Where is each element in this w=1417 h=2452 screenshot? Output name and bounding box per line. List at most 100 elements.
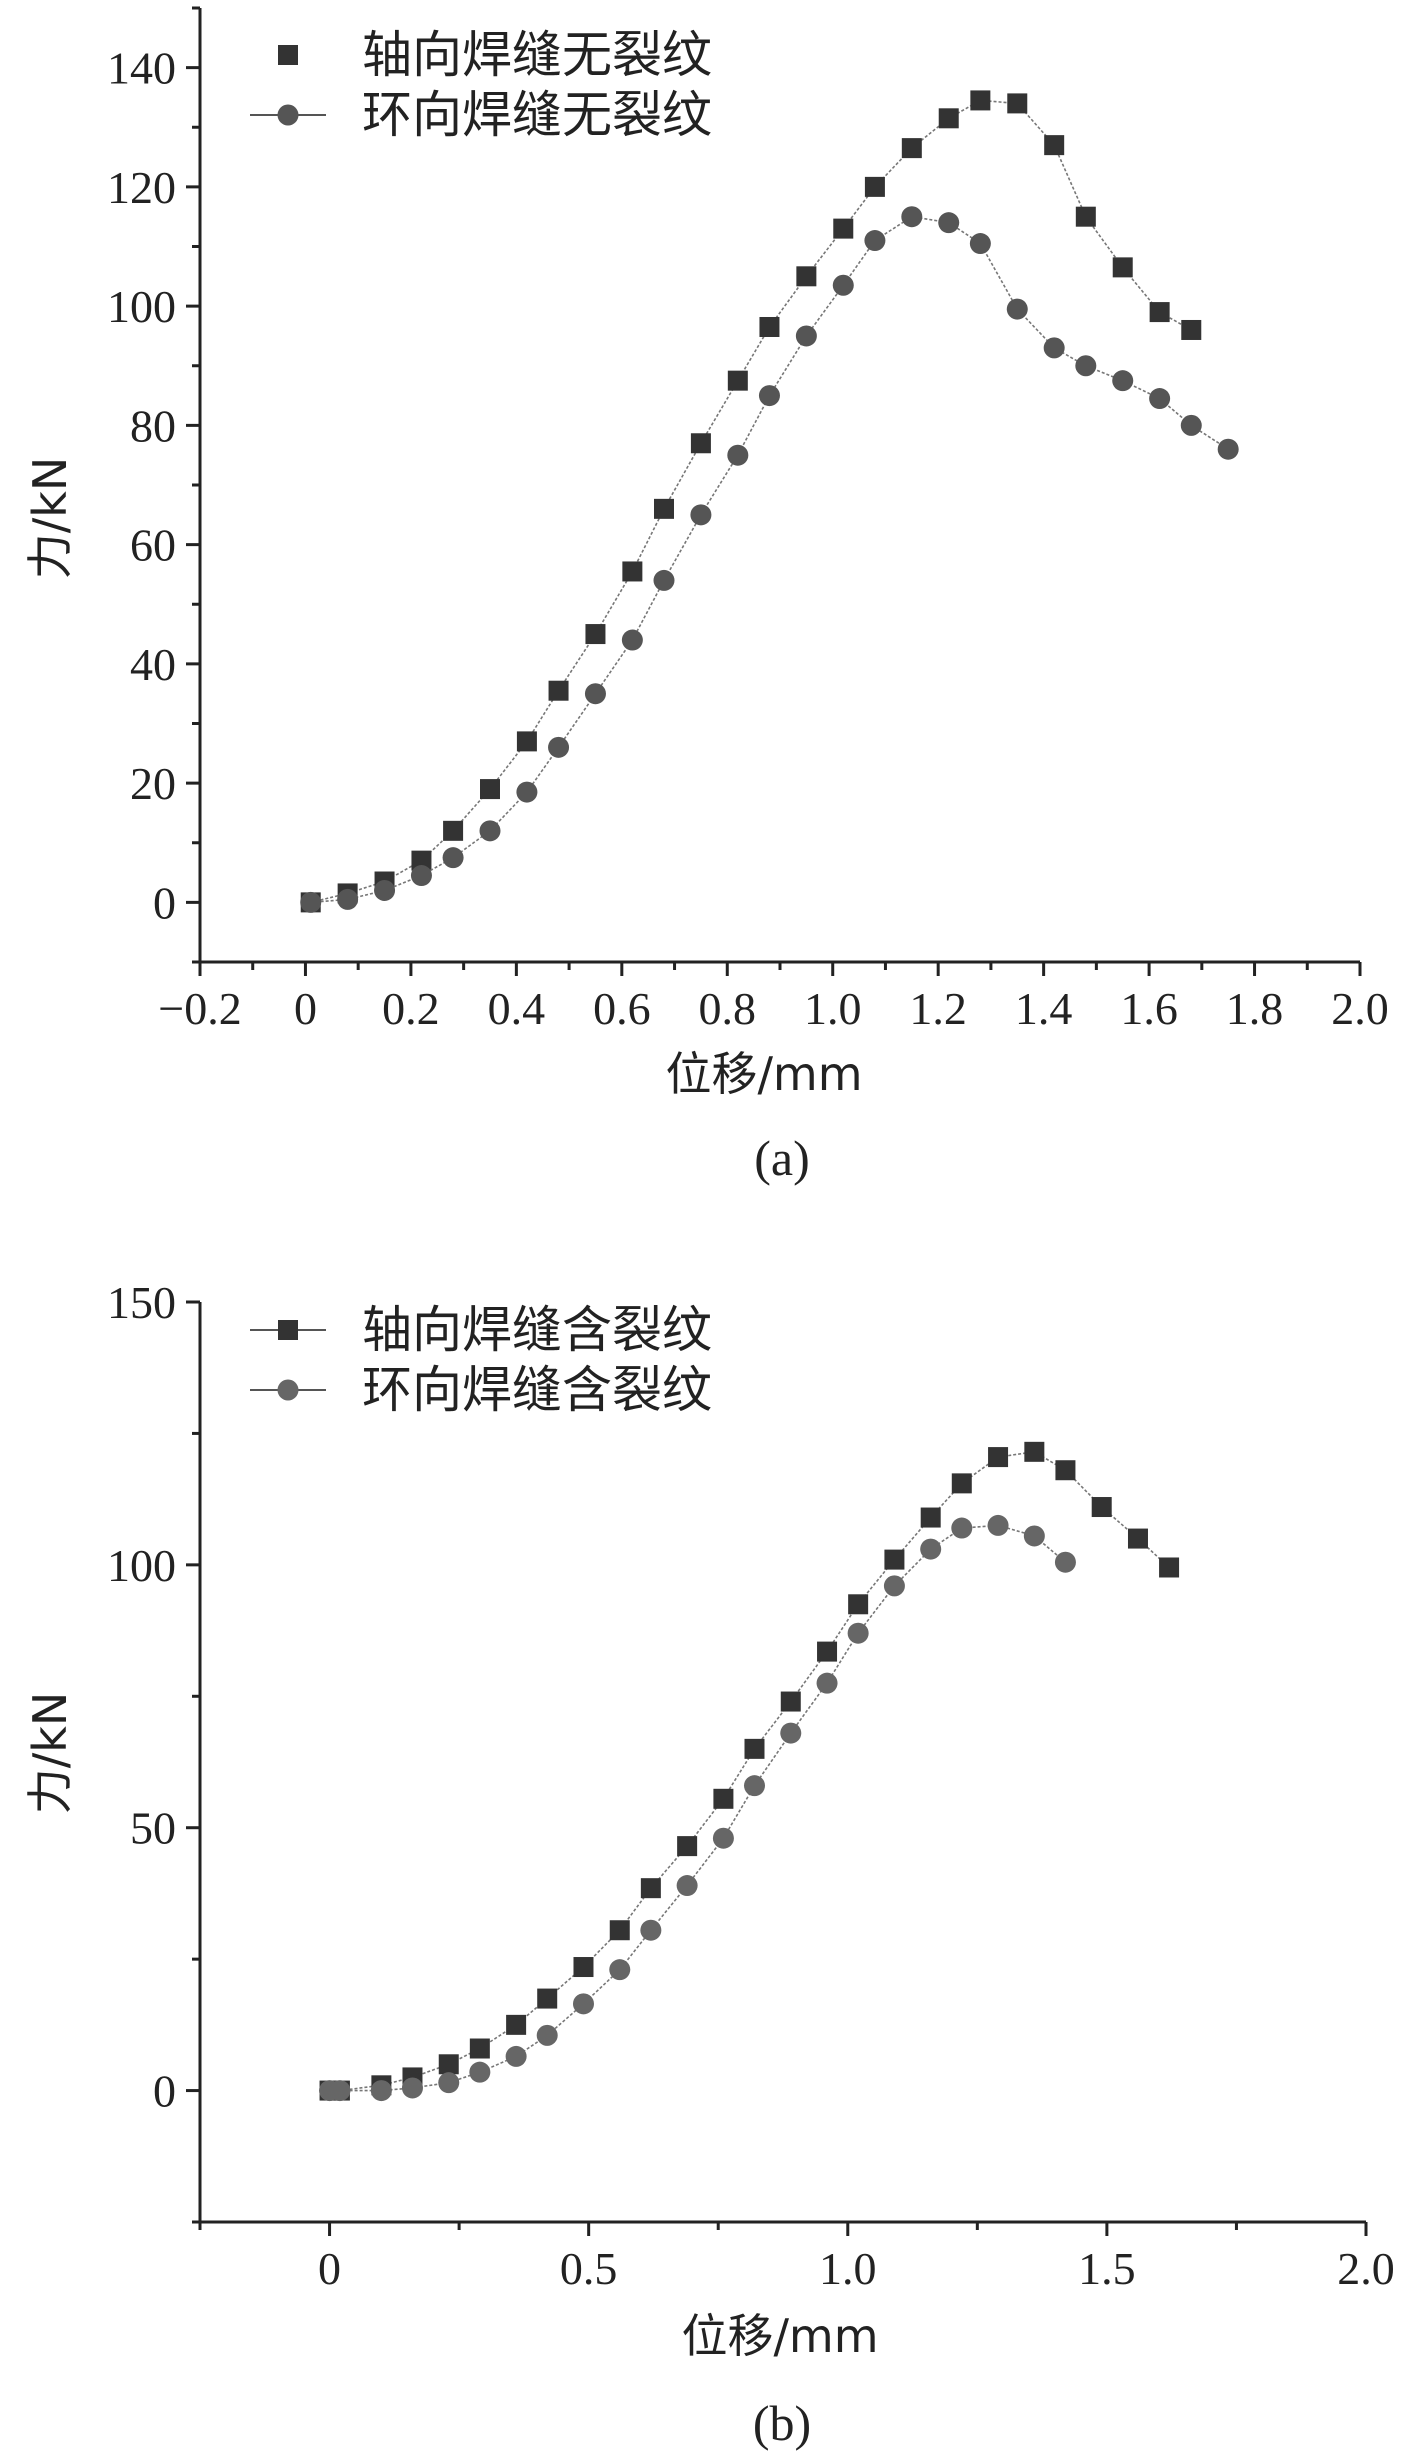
legend-label: 环向焊缝无裂纹: [362, 86, 712, 144]
data-point: [1024, 1441, 1045, 1462]
data-point: [744, 1738, 765, 1759]
legend-label: 轴向焊缝含裂纹: [362, 1301, 712, 1359]
data-point: [442, 847, 464, 869]
legend-marker: [277, 104, 299, 126]
data-point: [374, 879, 396, 901]
data-point: [370, 2080, 392, 2102]
y-tick-label: 50: [130, 1803, 176, 1854]
data-point: [901, 206, 923, 228]
data-point: [572, 1993, 594, 2015]
data-point: [864, 230, 886, 252]
y-tick-label: 100: [107, 281, 176, 332]
data-point: [833, 218, 854, 239]
panel-a-caption: (a): [754, 1130, 810, 1186]
data-point: [401, 2077, 423, 2099]
data-point: [727, 370, 748, 391]
data-point: [548, 736, 570, 758]
x-tick-label: 1.4: [1015, 983, 1073, 1034]
data-point: [1127, 1528, 1148, 1549]
data-point: [795, 325, 817, 347]
data-point: [816, 1672, 838, 1694]
data-point: [1023, 1525, 1045, 1547]
data-point: [690, 504, 712, 526]
data-point: [920, 1538, 942, 1560]
data-point: [1149, 388, 1171, 410]
data-point: [536, 2024, 558, 2046]
data-point: [438, 2054, 459, 2075]
legend-marker: [277, 1379, 299, 1401]
x-tick-label: −0.2: [158, 983, 241, 1034]
x-tick-label: 1.0: [804, 983, 862, 1034]
data-point: [584, 683, 606, 705]
data-point: [1217, 438, 1239, 460]
data-point: [469, 2061, 491, 2083]
data-point: [780, 1722, 802, 1744]
data-point: [411, 850, 432, 871]
data-point: [758, 385, 780, 407]
panel-b-ylabel: 力/kN: [23, 1692, 77, 1815]
panel-a-xlabel: 位移/mm: [665, 1047, 862, 1101]
data-point: [817, 1641, 838, 1662]
data-point: [713, 1788, 734, 1809]
data-point: [970, 90, 991, 111]
data-point: [832, 274, 854, 296]
x-tick-label: 2.0: [1331, 983, 1389, 1034]
y-tick-label: 40: [130, 639, 176, 690]
data-point: [759, 316, 780, 337]
data-point: [780, 1691, 801, 1712]
data-point: [1075, 355, 1097, 377]
data-point: [951, 1473, 972, 1494]
data-point: [621, 629, 643, 651]
data-point: [938, 108, 959, 129]
y-tick-label: 20: [130, 758, 176, 809]
data-point: [653, 569, 675, 591]
data-point: [438, 2072, 460, 2094]
legend-marker: [278, 1320, 298, 1340]
series-line: [329, 1450, 1170, 2092]
data-point: [951, 1517, 973, 1539]
data-point: [410, 865, 432, 887]
panel-a: −0.2 0 0.2 0.4 0.6 0.8 1.0 1.2 1.4 1.6 1.8 2.0 0 20 40…: [23, 6, 1389, 1186]
data-point: [1043, 337, 1065, 359]
data-point: [622, 561, 643, 582]
panel-b-caption: (b): [753, 2395, 811, 2451]
x-tick-label: 0.8: [699, 983, 757, 1034]
data-point: [337, 888, 359, 910]
data-point: [676, 1875, 698, 1897]
data-point: [548, 680, 569, 701]
y-tick-label: 60: [130, 520, 176, 571]
panel-a-ylabel: 力/kN: [23, 457, 77, 580]
data-point: [640, 1919, 662, 1941]
y-tick-label: 120: [107, 162, 176, 213]
x-tick-label: 1.2: [909, 983, 967, 1034]
data-point: [609, 1959, 631, 1981]
x-tick-label: 2.0: [1337, 2243, 1395, 2294]
data-point: [469, 2038, 490, 2059]
data-point: [443, 820, 464, 841]
data-point: [864, 176, 885, 197]
data-point: [969, 233, 991, 255]
data-point: [537, 1988, 558, 2009]
series-line: [310, 99, 1192, 904]
data-point: [1006, 298, 1028, 320]
data-point: [712, 1827, 734, 1849]
data-point: [1180, 414, 1202, 436]
data-point: [573, 1957, 594, 1978]
y-tick-label: 80: [130, 400, 176, 451]
x-tick-label: 1.8: [1226, 983, 1284, 1034]
series-group: [300, 90, 1239, 913]
data-point: [938, 212, 960, 234]
x-tick-label: 1.5: [1078, 2243, 1136, 2294]
x-tick-label: 0.6: [593, 983, 651, 1034]
data-point: [987, 1514, 1009, 1536]
data-point: [1159, 1557, 1180, 1578]
data-point: [677, 1836, 698, 1857]
series-group: [319, 1441, 1180, 2102]
x-tick-label: 0.2: [382, 983, 440, 1034]
data-point: [884, 1549, 905, 1570]
x-tick-label: 0: [318, 2243, 341, 2294]
panel-b-xlabel: 位移/mm: [681, 2309, 878, 2363]
